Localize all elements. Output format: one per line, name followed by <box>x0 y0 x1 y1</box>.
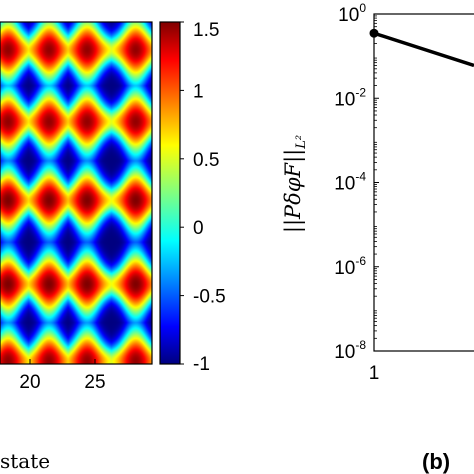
x-tick-label: 1 <box>369 363 380 384</box>
colorbar-tick-label: -0.5 <box>193 287 226 308</box>
colorbar-tick-label: 1 <box>193 81 204 102</box>
y-axis-label-main: ||PδφF|| <box>281 149 306 233</box>
y-tick-label: 10-8 <box>334 338 366 363</box>
colorbar-tick-label: 0 <box>193 218 204 239</box>
heatmap-xlabel: state <box>0 449 50 473</box>
heatmap-frame <box>0 21 153 365</box>
colorbar <box>159 21 181 365</box>
plot-frame <box>373 13 474 352</box>
colorbar-tick-label: 1.5 <box>193 20 219 41</box>
series-line <box>373 31 474 68</box>
series-group <box>369 28 474 68</box>
y-tick-label: 100 <box>338 1 366 26</box>
y-tick-label: 10-4 <box>334 170 366 195</box>
heatmap-panel: 20 25 1.510.50-0.5-1 state <box>0 20 226 473</box>
series-marker <box>369 28 379 38</box>
heatmap-x-tick-label: 25 <box>84 372 105 393</box>
y-tick-label: 10-2 <box>334 85 366 110</box>
colorbar-ticks: 1.5 1 0.5 0 -0.5 -1 <box>180 20 226 375</box>
y-axis-ticks: 100 10-2 10-4 10-6 10-8 <box>334 1 379 363</box>
colorbar-tick-label: 0.5 <box>193 150 219 171</box>
x-axis-ticks: 1 <box>369 363 380 384</box>
line-panel: 100 10-2 10-4 10-6 10-8 1 ||PδφF||L² (b) <box>281 1 474 474</box>
y-axis-label: ||PδφF||L² <box>281 135 309 233</box>
y-axis-label-subscript: L² <box>294 135 309 150</box>
heatmap-x-ticks: 20 25 <box>19 359 106 393</box>
heatmap-x-tick-label: 20 <box>19 372 40 393</box>
colorbar-tick-label: -1 <box>193 354 210 375</box>
heatmap-image <box>0 22 152 364</box>
y-tick-label: 10-6 <box>334 254 366 279</box>
panel-label-b: (b) <box>422 449 450 474</box>
